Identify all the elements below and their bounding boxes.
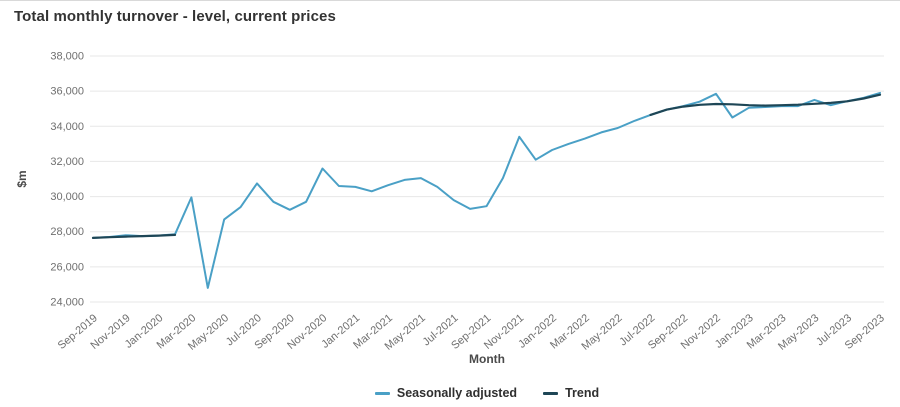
chart-title: Total monthly turnover - level, current … <box>14 8 336 25</box>
series-line-trend <box>91 233 177 239</box>
legend-label-seasonally-adjusted: Seasonally adjusted <box>396 386 518 400</box>
series-line-trend <box>649 93 882 117</box>
y-axis-title: $m <box>15 170 29 187</box>
legend-label-trend: Trend <box>565 386 600 400</box>
y-tick-label: 38,000 <box>50 51 84 63</box>
legend-swatch-seasonally-adjusted <box>374 391 390 395</box>
y-tick-label: 32,000 <box>50 156 84 168</box>
y-tick-label: 26,000 <box>50 261 84 273</box>
y-tick-label: 28,000 <box>50 226 84 238</box>
y-tick-label: 24,000 <box>50 297 84 309</box>
y-tick-label: 34,000 <box>50 121 84 133</box>
series-line-seasonally-adjusted <box>92 91 881 289</box>
y-tick-label: 30,000 <box>50 191 84 203</box>
chart-legend: Seasonally adjusted Trend <box>37 382 900 404</box>
legend-swatch-trend <box>543 391 559 395</box>
y-tick-label: 36,000 <box>50 86 84 98</box>
chart-canvas: 24,000 26,000 28,000 30,000 32,000 34,000 36,0… <box>15 51 887 367</box>
x-axis-title: Month <box>469 352 505 366</box>
legend-item-seasonally-adjusted[interactable]: Seasonally adjusted <box>374 386 518 400</box>
legend-item-trend[interactable]: Trend <box>543 386 599 400</box>
